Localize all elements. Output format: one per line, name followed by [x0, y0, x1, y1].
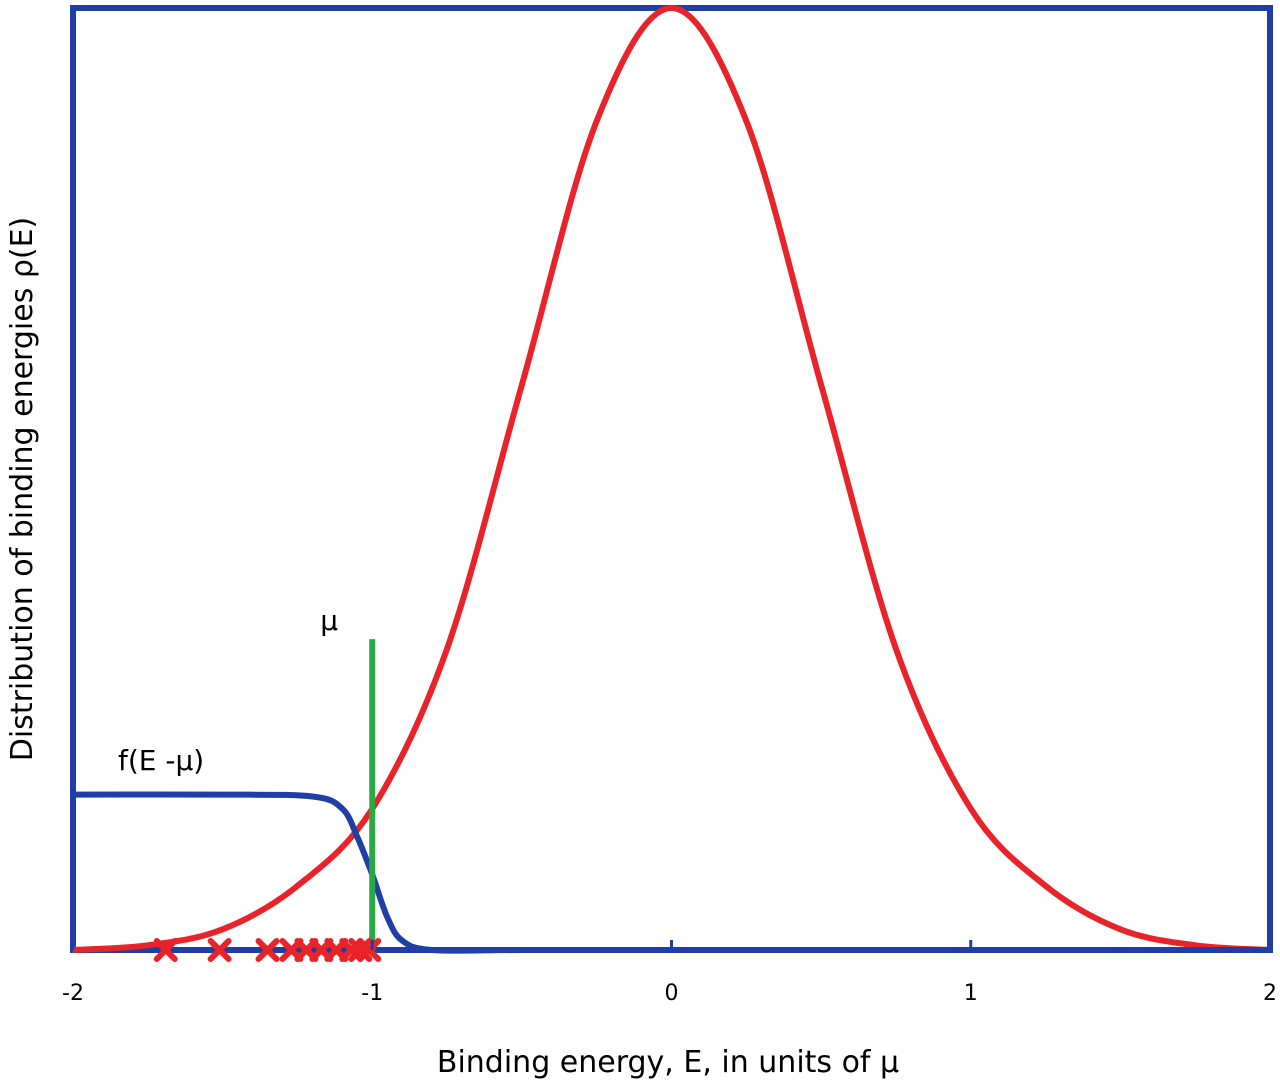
markers-group	[153, 938, 382, 962]
mu-label: μ	[320, 604, 338, 637]
x-tick-label: 2	[1263, 981, 1277, 1006]
x-marker	[255, 938, 280, 962]
x-tick-label: -2	[62, 981, 84, 1006]
x-marker	[207, 938, 232, 962]
x-tick-label: 0	[665, 981, 679, 1006]
x-tick-label: -1	[361, 981, 383, 1006]
x-axis-title: Binding energy, E, in units of μ	[437, 1045, 899, 1080]
plot-frame	[70, 5, 1273, 953]
x-ticks-group: -2 -1 0 1 2	[62, 940, 1277, 1006]
gaussian-curve	[72, 5, 1271, 953]
fermi-curve-label: f(E -μ)	[118, 744, 204, 777]
x-tick-label: 1	[964, 981, 978, 1006]
fermi-curve	[72, 791, 1270, 954]
x-marker	[357, 938, 382, 962]
y-axis-title: Distribution of binding energies ρ(E)	[5, 217, 40, 762]
x-marker	[153, 938, 178, 962]
